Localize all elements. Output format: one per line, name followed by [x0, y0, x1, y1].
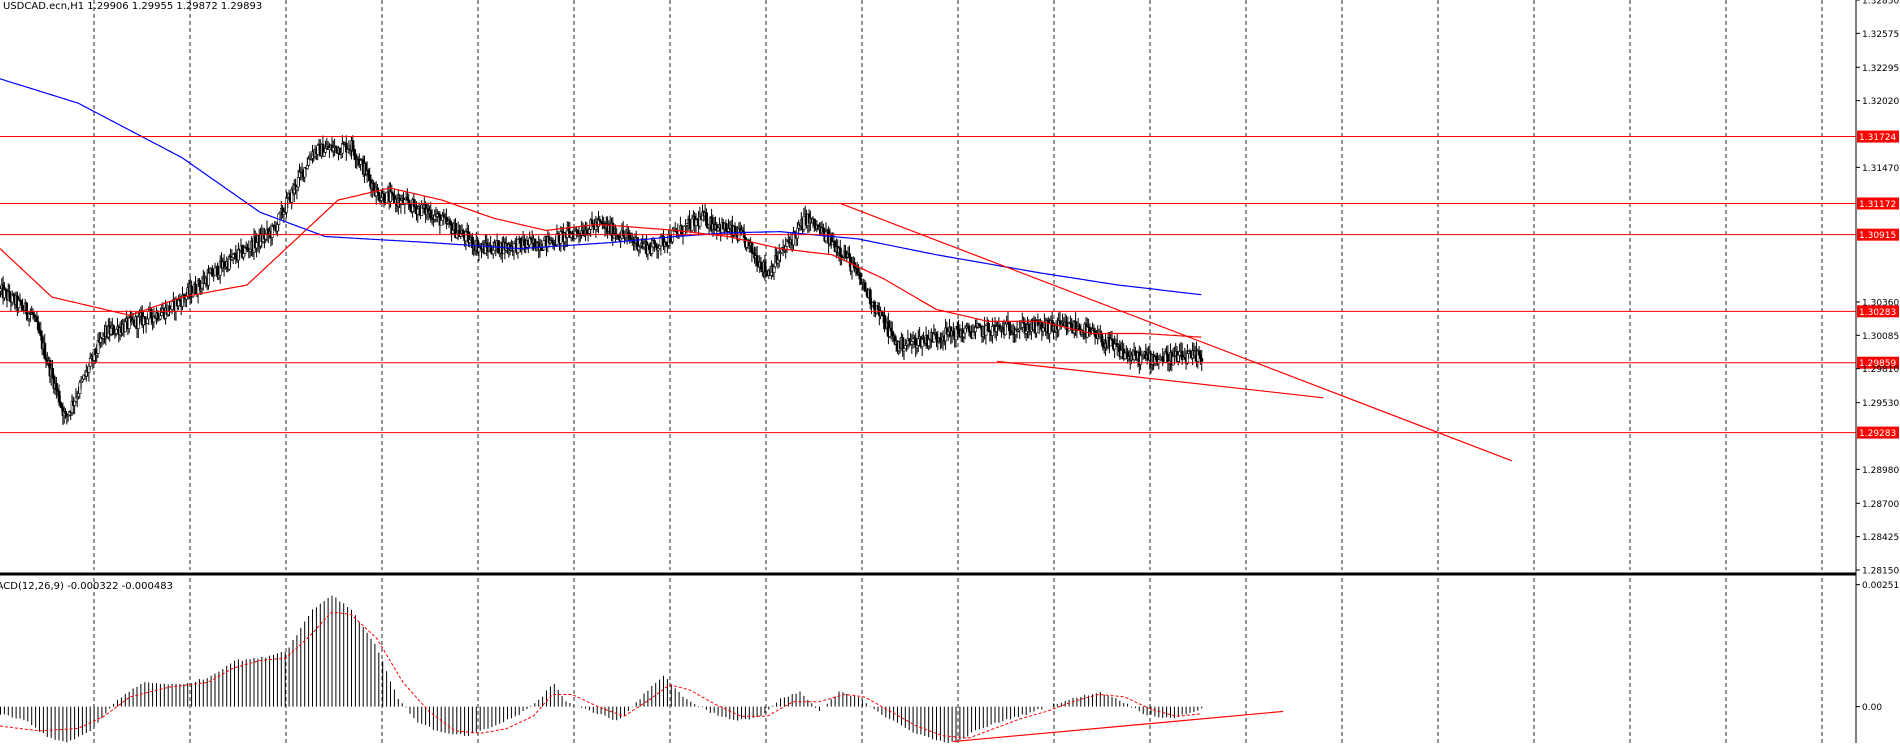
price-tick-label: 1.32575 — [1862, 30, 1899, 40]
level-price-label-bg — [1857, 130, 1899, 143]
price-tick-label: 1.28980 — [1862, 466, 1899, 476]
main-chart-group — [0, 78, 1856, 462]
macd-tick-label: 0.002513 — [1862, 581, 1900, 591]
level-price-label-bg — [1857, 197, 1899, 210]
price-tick-label: 1.28425 — [1862, 533, 1899, 543]
candle-body — [408, 204, 412, 208]
level-price-label-bg — [1857, 228, 1899, 241]
candle-body — [491, 249, 495, 255]
macd-signal-line — [0, 611, 1202, 739]
candle-body — [150, 309, 153, 319]
candle-body — [590, 219, 594, 225]
candle-body — [439, 220, 443, 226]
price-tick-label: 1.32295 — [1862, 64, 1899, 74]
trendline — [840, 203, 1513, 462]
candle-body — [967, 325, 971, 332]
level-price-label: 1.31172 — [1859, 200, 1896, 210]
price-tick-label: 1.28150 — [1862, 567, 1899, 577]
moving-average-red — [0, 187, 1202, 338]
candle-body — [838, 247, 842, 257]
candle-body — [207, 272, 211, 286]
macd-tick-label: 0.00 — [1862, 703, 1882, 713]
level-price-label: 1.31724 — [1859, 133, 1896, 143]
price-tick-label: 1.29530 — [1862, 399, 1899, 409]
macd-trendline — [952, 710, 1284, 743]
level-price-label-bg — [1857, 426, 1899, 439]
candle-body — [1200, 358, 1204, 362]
candle-body — [307, 158, 311, 166]
candle-body — [341, 143, 344, 154]
macd-chart-group — [0, 595, 1284, 743]
price-tick-label: 1.32020 — [1862, 97, 1899, 107]
level-price-label: 1.29859 — [1859, 359, 1896, 369]
macd-indicator-label: MACD(12,26,9) -0.000322 -0.000483 — [0, 581, 173, 592]
level-price-label-bg — [1857, 356, 1899, 369]
grid-group — [93, 0, 1823, 743]
price-tick-label: 1.31470 — [1862, 164, 1899, 174]
price-tick-label: 1.30085 — [1862, 332, 1899, 342]
price-tick-label: 1.30360 — [1862, 298, 1899, 308]
level-price-label-bg — [1857, 305, 1899, 318]
price-tick-label: 1.32850 — [1862, 0, 1899, 7]
price-tick-label: 1.29810 — [1862, 365, 1899, 375]
price-tick-label: 1.28700 — [1862, 500, 1899, 510]
moving-average-blue — [0, 78, 1202, 296]
candle-body — [671, 229, 675, 243]
candle-body — [902, 348, 906, 352]
level-price-label: 1.30915 — [1859, 231, 1896, 241]
level-price-label: 1.30283 — [1859, 308, 1896, 318]
symbol-info-label: USDCAD.ecn,H1 1.29906 1.29955 1.29872 1.… — [3, 1, 262, 12]
trendline — [997, 360, 1324, 399]
level-price-label: 1.29283 — [1859, 429, 1896, 439]
